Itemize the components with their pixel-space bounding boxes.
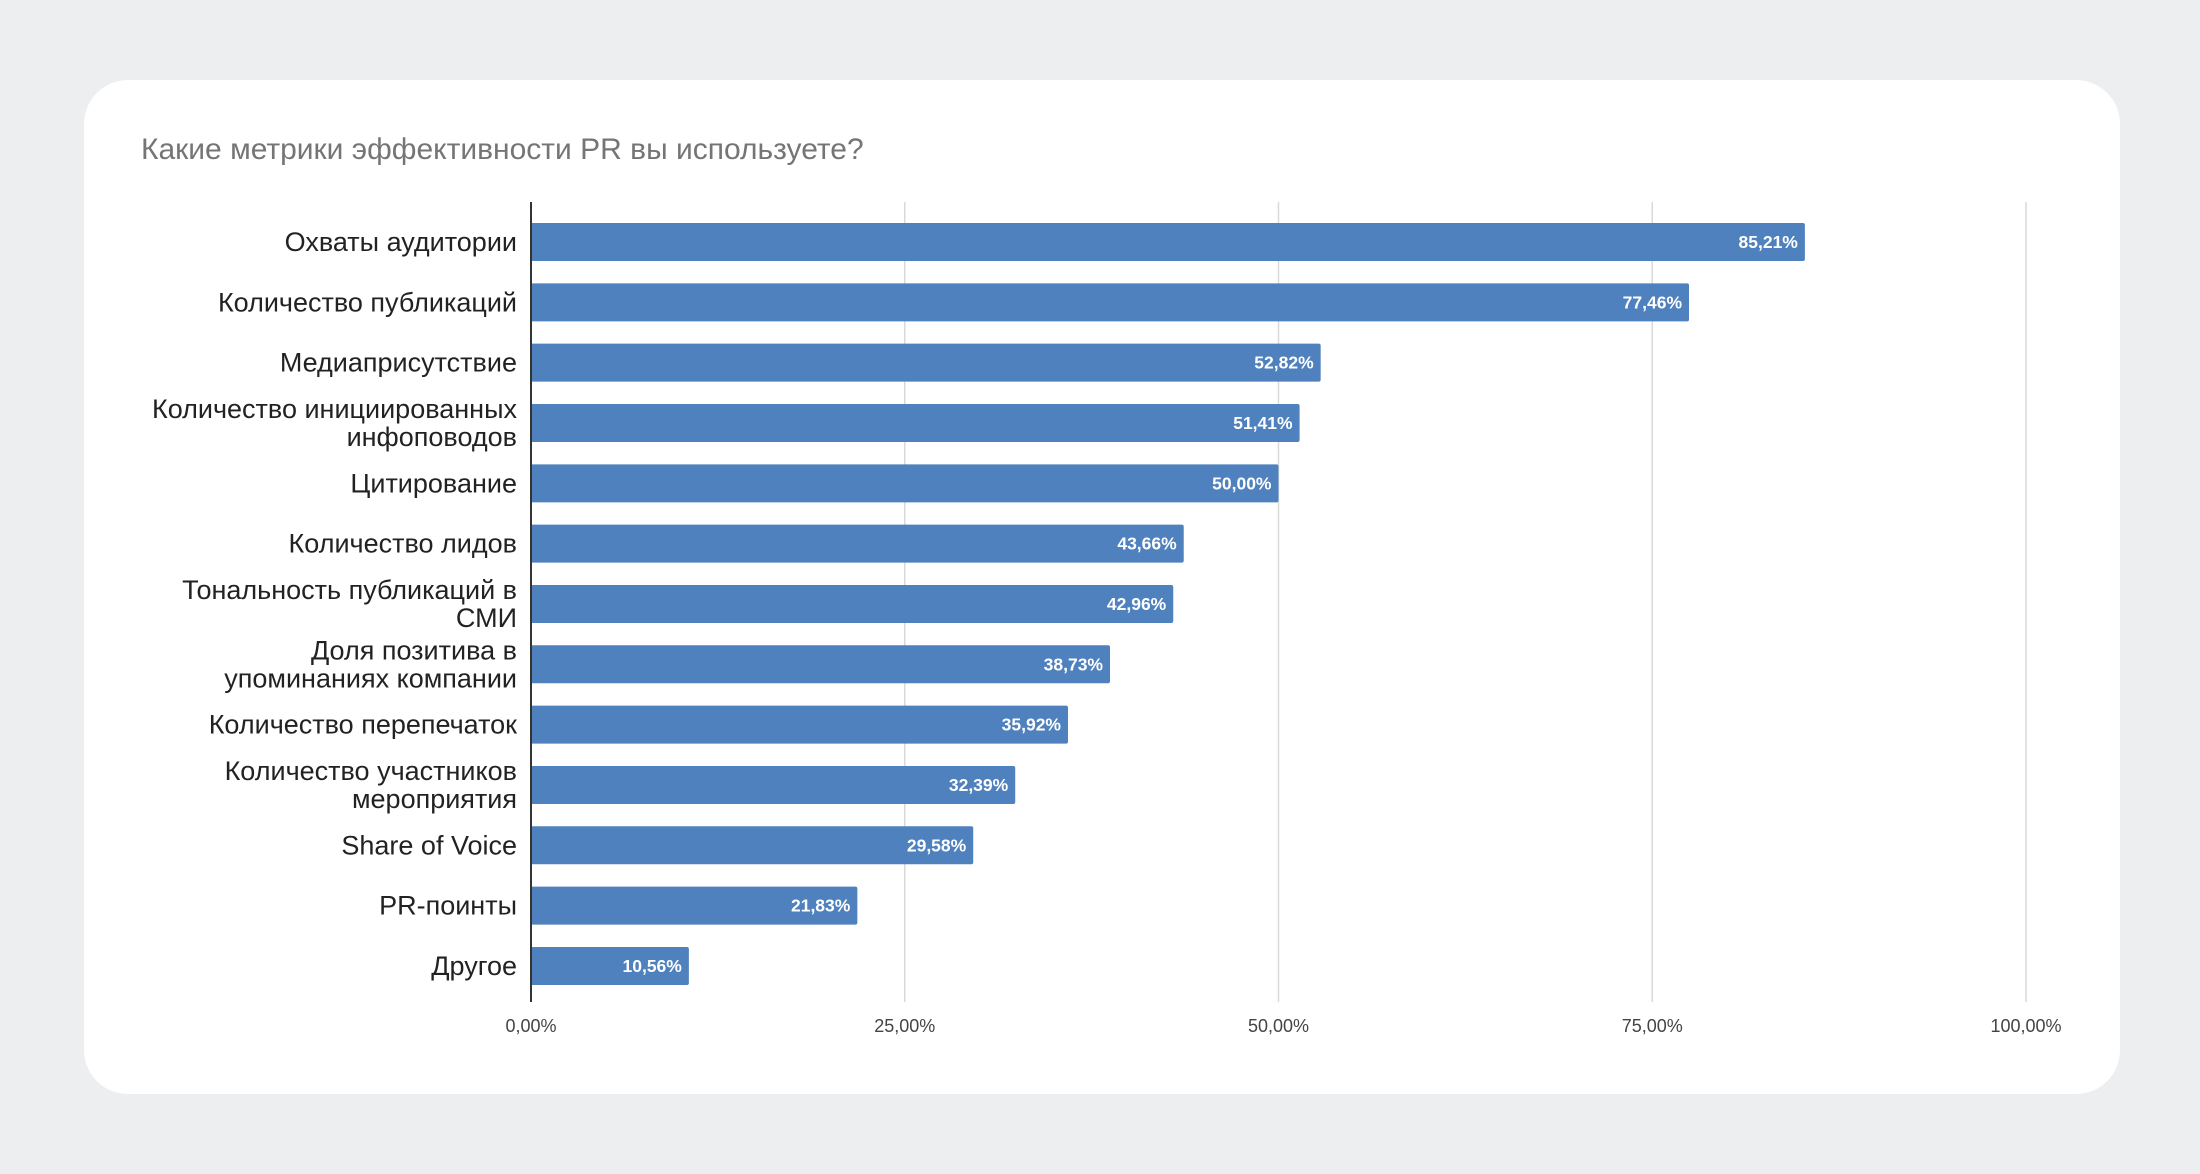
x-tick-labels: 0,00% 25,00% 50,00% 75,00% 100,00% — [505, 1016, 2061, 1036]
category-label-line: Share of Voice — [341, 830, 517, 860]
bar-6 — [531, 584, 1174, 623]
data-label-5: 43,66% — [1117, 534, 1177, 554]
bars: 85,21% 77,46% 52,82% 51,41% 50,00% 43,66% 42,9… — [531, 223, 1805, 985]
category-label-line: Тональность публикаций в — [182, 575, 517, 605]
category-label-line: Количество участников — [225, 756, 517, 786]
category-label-2: Медиаприсутствие — [280, 348, 517, 378]
bar-2 — [531, 343, 1321, 382]
category-label-line: Другое — [431, 951, 517, 981]
bar-5 — [531, 524, 1184, 563]
category-label-0: Охваты аудитории — [285, 227, 517, 257]
category-label-line: PR-поинты — [379, 891, 517, 921]
data-label-6: 42,96% — [1107, 594, 1167, 614]
data-label-2: 52,82% — [1254, 353, 1314, 373]
category-label-line: мероприятия — [352, 784, 517, 814]
category-label-line: Охваты аудитории — [285, 227, 517, 257]
category-label-3: Количество инициированных инфоповодов — [152, 394, 518, 452]
bar-9 — [531, 765, 1016, 804]
category-label-4: Цитирование — [350, 468, 517, 498]
data-label-12: 10,56% — [623, 956, 683, 976]
category-label-line: Количество перепечаток — [209, 710, 517, 740]
x-tick-label-3: 75,00% — [1622, 1016, 1683, 1036]
bar-4 — [531, 464, 1279, 503]
bar-0 — [531, 223, 1805, 261]
category-label-1: Количество публикаций — [218, 287, 517, 317]
bar-11 — [531, 886, 858, 925]
data-label-11: 21,83% — [791, 896, 851, 916]
category-label-9: Количество участников мероприятия — [225, 756, 517, 814]
category-label-line: инфоповодов — [347, 422, 517, 452]
category-labels: Охваты аудитории Количество публикаций Мед… — [152, 227, 518, 981]
bar-1 — [531, 283, 1690, 322]
data-label-7: 38,73% — [1044, 654, 1104, 674]
category-label-10: Share of Voice — [341, 830, 517, 860]
category-label-line: упоминаниях компании — [224, 663, 517, 693]
category-label-line: Цитирование — [350, 468, 517, 498]
bar-3 — [531, 403, 1300, 442]
category-label-line: СМИ — [456, 603, 517, 633]
data-label-0: 85,21% — [1739, 232, 1799, 252]
category-label-6: Тональность публикаций в СМИ — [182, 575, 517, 633]
x-tick-label-4: 100,00% — [1990, 1016, 2061, 1036]
x-tick-label-2: 50,00% — [1248, 1016, 1309, 1036]
category-label-8: Количество перепечаток — [209, 710, 517, 740]
bar-7 — [531, 645, 1111, 684]
data-label-9: 32,39% — [949, 775, 1009, 795]
category-label-line: Доля позитива в — [311, 635, 517, 665]
chart-title: Какие метрики эффективности PR вы исполь… — [141, 133, 864, 166]
category-label-11: PR-поинты — [379, 891, 517, 921]
data-label-4: 50,00% — [1212, 473, 1272, 493]
category-label-5: Количество лидов — [289, 529, 517, 559]
category-label-line: Количество лидов — [289, 529, 517, 559]
category-label-12: Другое — [431, 951, 517, 981]
category-label-7: Доля позитива в упоминаниях компании — [224, 635, 517, 693]
data-label-3: 51,41% — [1233, 413, 1293, 433]
category-label-line: Количество инициированных — [152, 394, 518, 424]
data-label-8: 35,92% — [1002, 715, 1062, 735]
data-label-10: 29,58% — [907, 835, 967, 855]
bar-8 — [531, 705, 1069, 744]
x-tick-label-1: 25,00% — [874, 1016, 935, 1036]
bar-10 — [531, 826, 974, 865]
x-tick-label-0: 0,00% — [505, 1016, 556, 1036]
category-label-line: Медиаприсутствие — [280, 348, 517, 378]
category-label-line: Количество публикаций — [218, 287, 517, 317]
data-label-1: 77,46% — [1623, 292, 1683, 312]
bar-12 — [531, 946, 689, 985]
